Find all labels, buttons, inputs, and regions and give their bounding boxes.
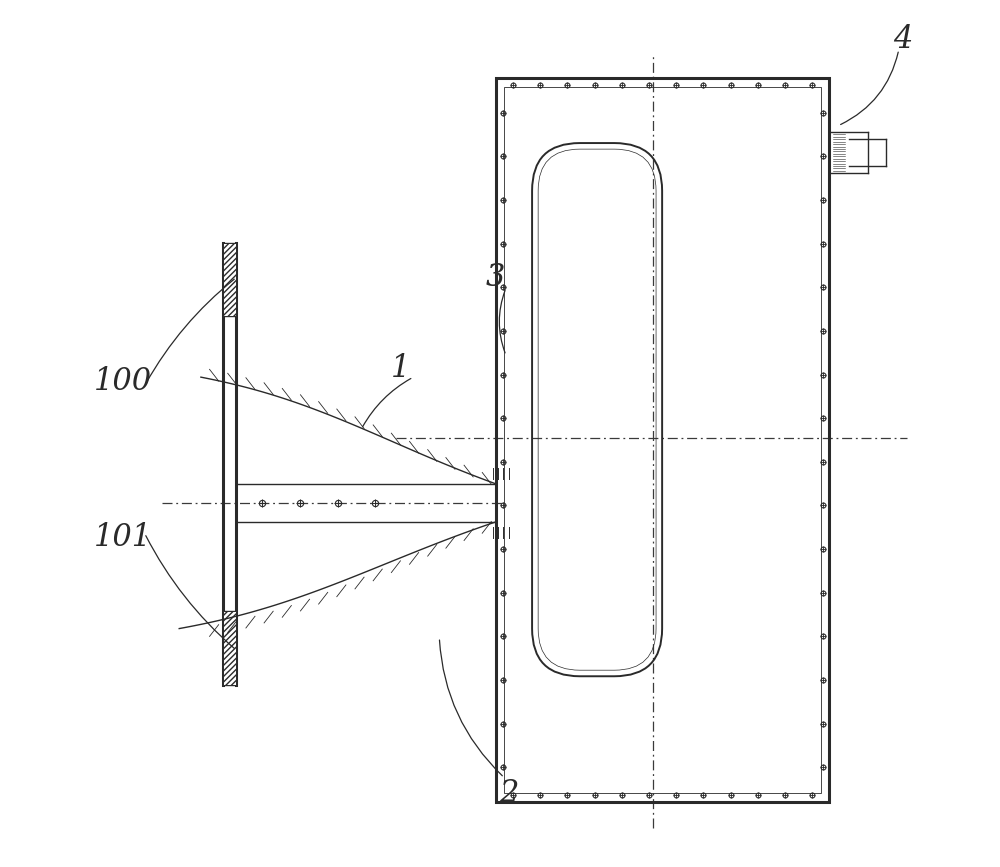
Text: 101: 101 <box>94 522 152 553</box>
Text: 4: 4 <box>893 23 913 55</box>
Bar <box>496 78 829 802</box>
Text: 3: 3 <box>486 262 505 293</box>
Bar <box>223 611 236 685</box>
Text: 100: 100 <box>94 366 152 397</box>
Bar <box>504 87 821 793</box>
Text: 1: 1 <box>391 353 410 384</box>
Bar <box>223 243 236 316</box>
Text: 2: 2 <box>499 778 518 809</box>
